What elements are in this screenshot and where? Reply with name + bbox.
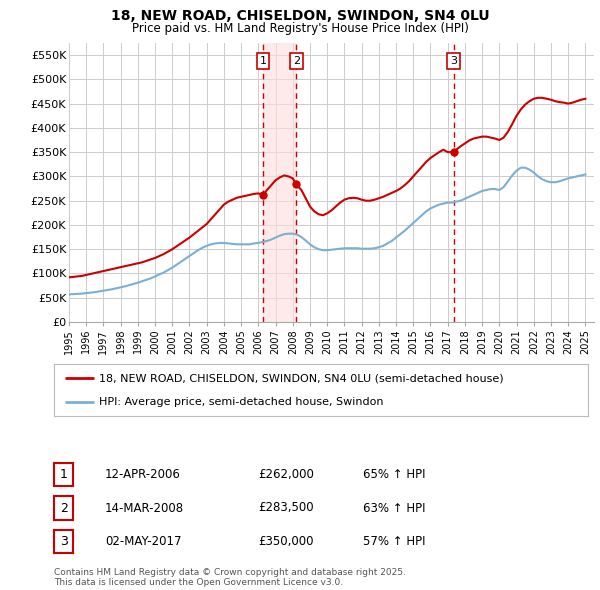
Text: 14-MAR-2008: 14-MAR-2008	[105, 502, 184, 514]
Text: 18, NEW ROAD, CHISELDON, SWINDON, SN4 0LU (semi-detached house): 18, NEW ROAD, CHISELDON, SWINDON, SN4 0L…	[100, 373, 504, 383]
Text: 1: 1	[260, 56, 266, 66]
Text: £350,000: £350,000	[258, 535, 314, 548]
Text: 2: 2	[293, 56, 300, 66]
Text: HPI: Average price, semi-detached house, Swindon: HPI: Average price, semi-detached house,…	[100, 397, 384, 407]
Bar	[263, 43, 296, 322]
Text: Price paid vs. HM Land Registry's House Price Index (HPI): Price paid vs. HM Land Registry's House …	[131, 22, 469, 35]
Text: 3: 3	[59, 535, 68, 548]
Text: 02-MAY-2017: 02-MAY-2017	[105, 535, 182, 548]
Text: £283,500: £283,500	[258, 502, 314, 514]
Text: 3: 3	[450, 56, 457, 66]
Text: Contains HM Land Registry data © Crown copyright and database right 2025.
This d: Contains HM Land Registry data © Crown c…	[54, 568, 406, 587]
Text: 1: 1	[59, 468, 68, 481]
Text: 18, NEW ROAD, CHISELDON, SWINDON, SN4 0LU: 18, NEW ROAD, CHISELDON, SWINDON, SN4 0L…	[110, 9, 490, 23]
Text: 65% ↑ HPI: 65% ↑ HPI	[363, 468, 425, 481]
Text: 2: 2	[59, 502, 68, 514]
Text: £262,000: £262,000	[258, 468, 314, 481]
Text: 57% ↑ HPI: 57% ↑ HPI	[363, 535, 425, 548]
Text: 63% ↑ HPI: 63% ↑ HPI	[363, 502, 425, 514]
Text: 12-APR-2006: 12-APR-2006	[105, 468, 181, 481]
